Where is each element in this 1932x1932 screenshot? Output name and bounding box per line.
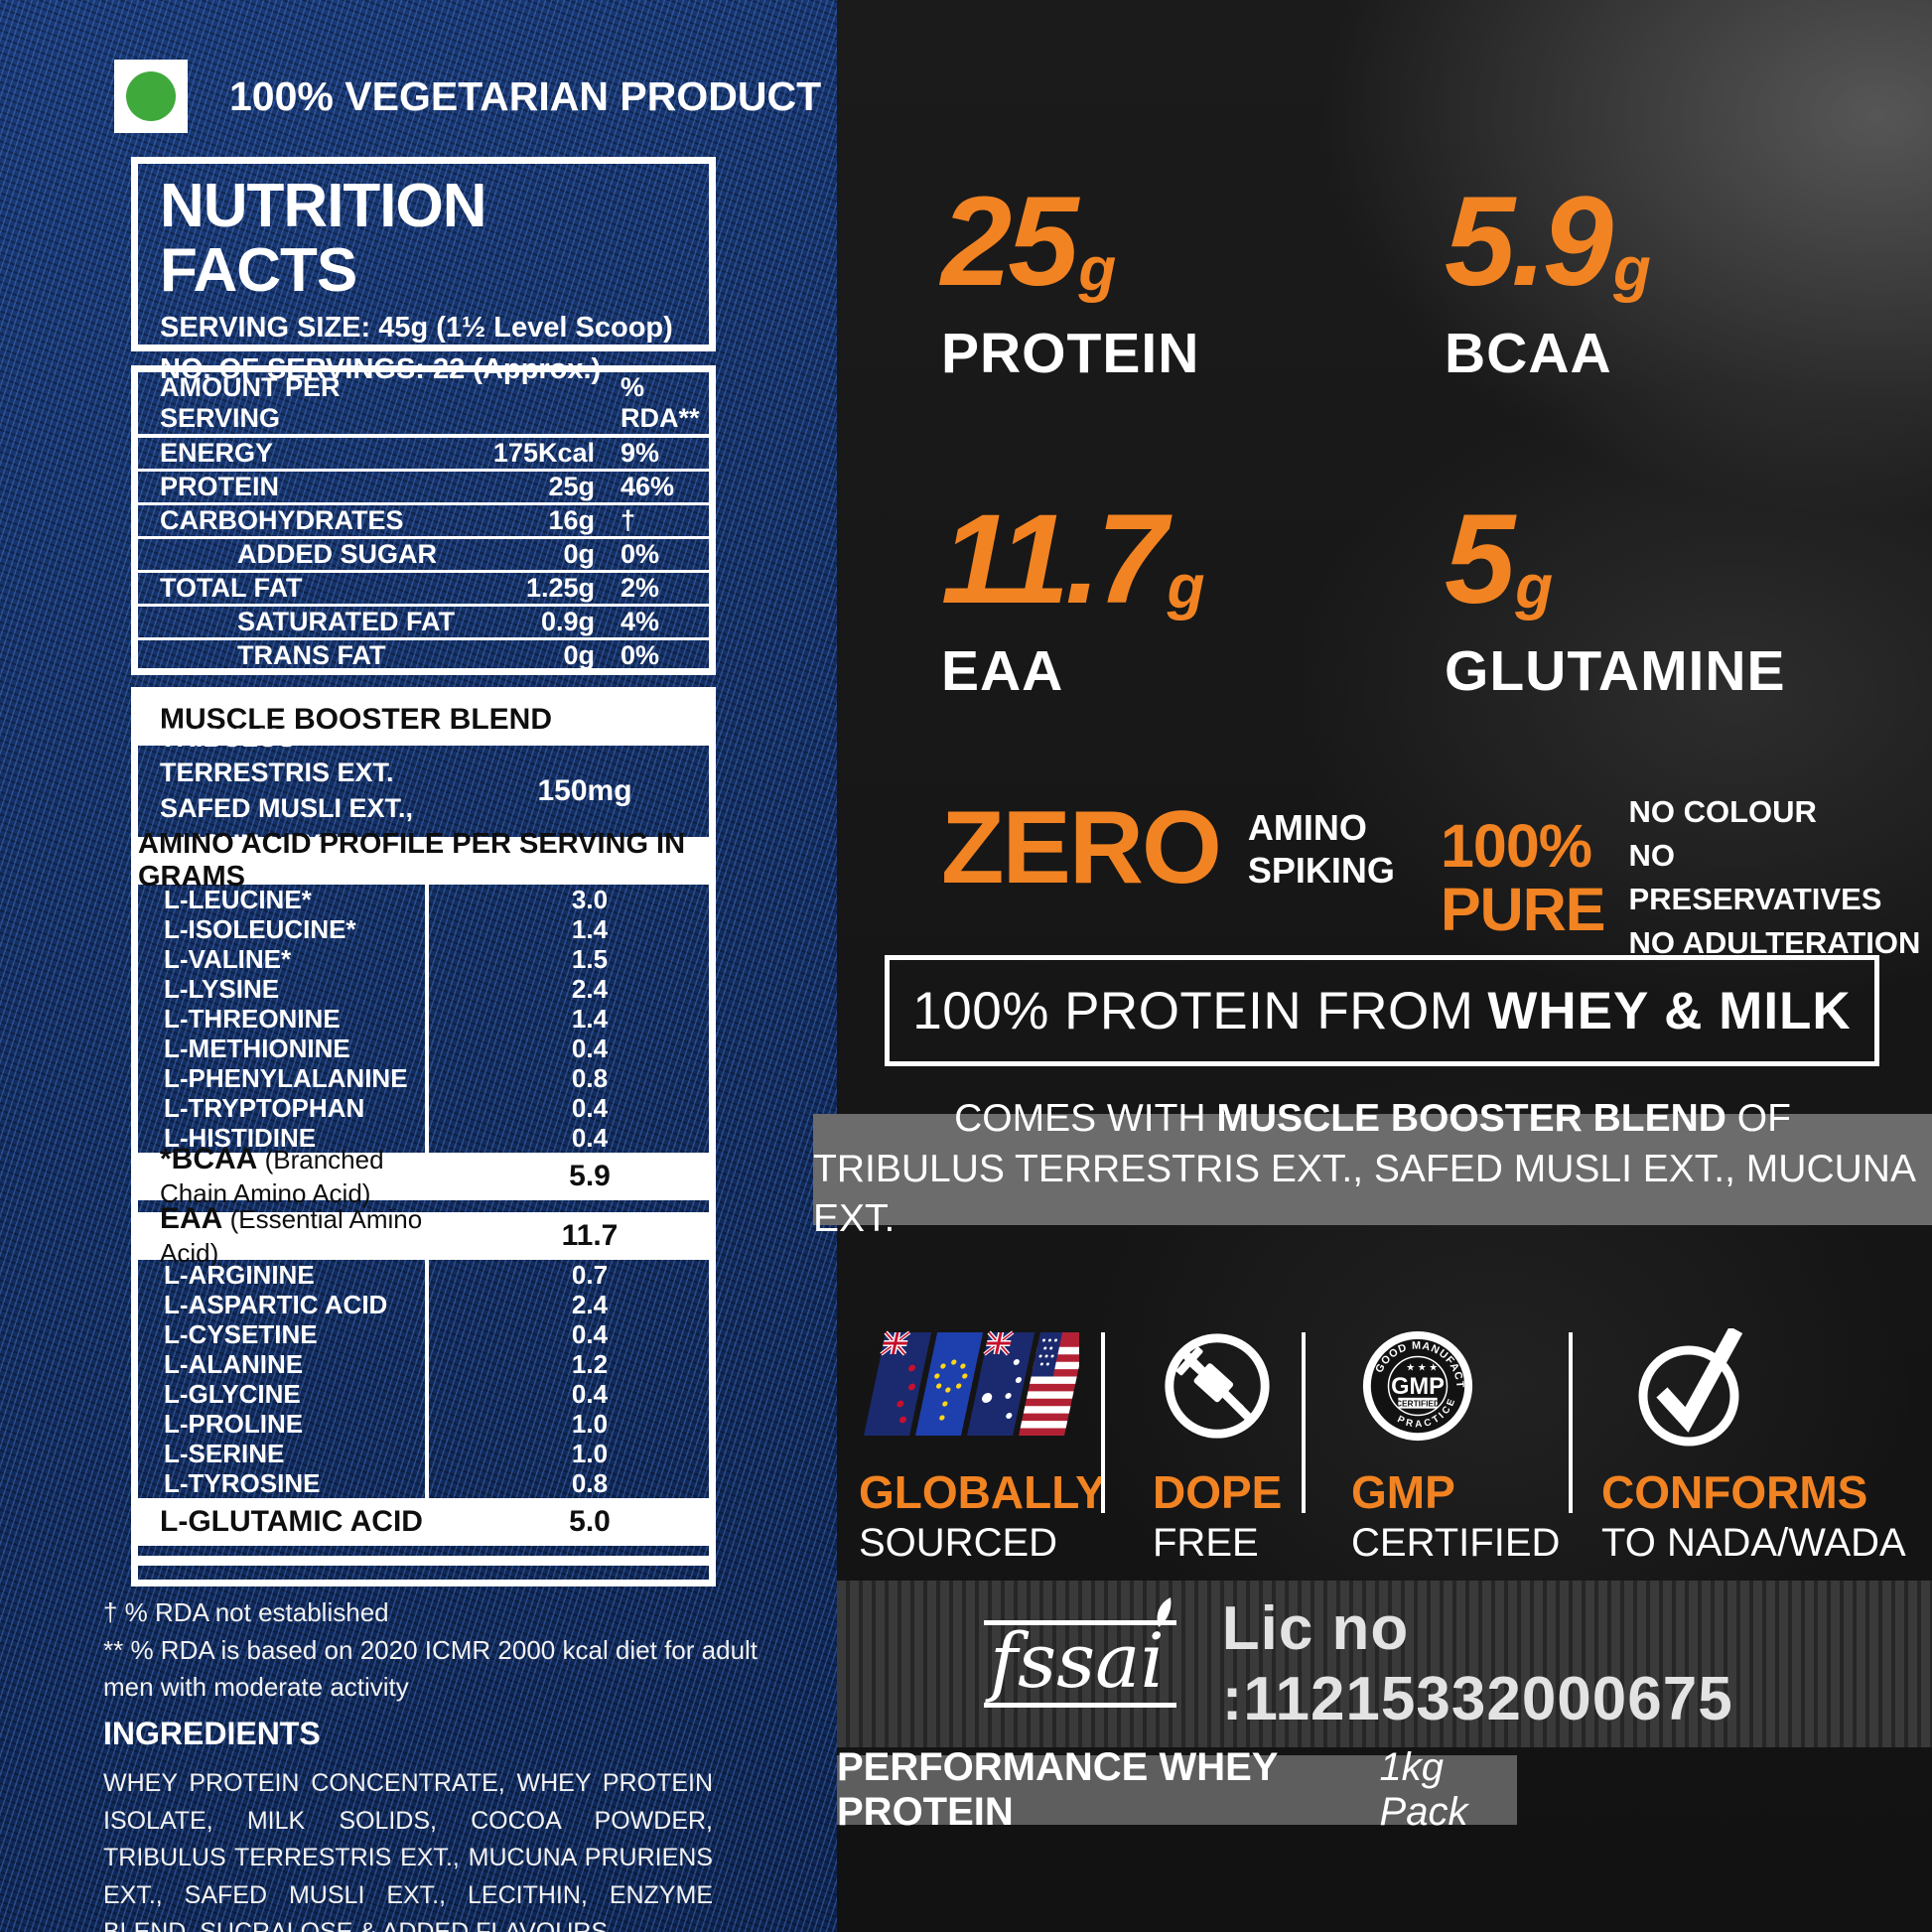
table-header: AMOUNT PER SERVING % RDA** xyxy=(138,372,709,438)
amino-profile-title: AMINO ACID PROFILE PER SERVING IN GRAMS xyxy=(138,828,709,893)
table-row: TOTAL FAT 1.25g 2% xyxy=(138,573,709,607)
muscle-booster-banner: COMES WITH MUSCLE BOOSTER BLEND OF TRIBU… xyxy=(813,1097,1932,1240)
stat-eaa: 11.7 g EAA xyxy=(941,488,1205,703)
amino-table-2: L-ARGININE 0.7 L-ASPARTIC ACID 2.4 L-CYSET… xyxy=(138,1260,709,1498)
table-row: TRANS FAT 0g 0% xyxy=(237,640,660,670)
flag-usa xyxy=(1019,1332,1079,1436)
amino-row: L-TYROSINE 0.8 xyxy=(164,1467,609,1498)
badge-dope-free: DOPE FREE xyxy=(1153,1328,1282,1563)
amino-row: L-ASPARTIC ACID 2.4 xyxy=(164,1289,609,1319)
badge-divider xyxy=(1302,1332,1306,1513)
ingredients-title: INGREDIENTS xyxy=(103,1716,321,1751)
table-row: SATURATED FAT 0.9g 4% xyxy=(138,607,709,640)
footnotes: † % RDA not established ** % RDA is base… xyxy=(103,1597,759,1703)
amino-row: L-GLYCINE 0.4 xyxy=(164,1378,609,1409)
badge-divider xyxy=(1101,1332,1105,1513)
gmp-seal-icon: GOOD MANUFACTURING PRACTICE ★ ★ ★ GMP CE… xyxy=(1359,1328,1560,1455)
amino-row: L-METHIONINE 0.4 xyxy=(164,1033,609,1063)
booster-blend-row: TRIBULUS TERRESTRIS EXT. SAFED MUSLI EXT… xyxy=(138,723,709,859)
amino-row: L-PROLINE 1.0 xyxy=(164,1408,609,1439)
whey-milk-banner: 100% PROTEIN FROM WHEY & MILK xyxy=(885,955,1879,1066)
table-row: ADDED SUGAR 0g 0% xyxy=(138,539,709,573)
amino-row: L-CYSETINE 0.4 xyxy=(164,1318,609,1349)
nutrition-facts-box: NUTRITION FACTS SERVING SIZE: 45g (1½ Le… xyxy=(131,157,716,385)
stat-protein: 25 g PROTEIN xyxy=(941,171,1200,385)
amino-row: L-SERINE 1.0 xyxy=(164,1438,609,1468)
eaa-total-row: EAA (Essential Amino Acid) 11.7 xyxy=(138,1202,709,1268)
fssai-leaf-icon xyxy=(1157,1596,1172,1627)
license-number: Lic no :11215332000675 xyxy=(1221,1594,1733,1733)
amino-box: MUSCLE BOOSTER BLEND TRIBULUS TERRESTRIS… xyxy=(131,687,716,1587)
svg-text:CERTIFIED: CERTIFIED xyxy=(1396,1399,1440,1409)
zero-amino-spiking: ZERO AMINO SPIKING xyxy=(941,790,1395,905)
fssai-bar: fssai Lic no :11215332000675 xyxy=(837,1581,1932,1747)
nutrition-title: NUTRITION FACTS xyxy=(160,172,487,306)
bcaa-total-row: *BCAA (Branched Chain Amino Acid) 5.9 xyxy=(138,1143,709,1208)
checkmark-icon xyxy=(1631,1328,1906,1455)
table-row: PROTEIN 25g 46% xyxy=(138,472,709,505)
serving-size: SERVING SIZE: 45g (1½ Level Scoop) xyxy=(160,312,673,345)
stat-bcaa: 5.9 g BCAA xyxy=(1445,171,1651,385)
badge-globally-sourced: GLOBALLY SOURCED xyxy=(859,1328,1106,1563)
pure-claims: 100% PURE NO COLOUR NO PRESERVATIVES NO … xyxy=(1441,794,1921,961)
muscle-booster-title: MUSCLE BOOSTER BLEND xyxy=(138,694,709,746)
amino-row: L-VALINE* 1.5 xyxy=(164,943,609,974)
amino-row: L-LYSINE 2.4 xyxy=(164,973,609,1004)
badge-gmp: GOOD MANUFACTURING PRACTICE ★ ★ ★ GMP CE… xyxy=(1351,1328,1560,1563)
amino-row: L-TRYPTOPHAN 0.4 xyxy=(164,1092,609,1123)
svg-text:GMP: GMP xyxy=(1391,1374,1445,1400)
veg-label: 100% VEGETARIAN PRODUCT xyxy=(229,72,822,119)
amino-row: L-ARGININE 0.7 xyxy=(164,1259,609,1290)
badge-divider xyxy=(1569,1332,1573,1513)
amino-row: L-LEUCINE* 3.0 xyxy=(164,884,609,914)
fssai-logo: fssai xyxy=(984,1596,1176,1709)
vegetarian-mark-icon xyxy=(114,60,188,133)
flag-eu xyxy=(915,1332,984,1436)
amino-row: L-ALANINE 1.2 xyxy=(164,1348,609,1379)
flag-nz xyxy=(864,1330,932,1436)
flag-australia xyxy=(967,1330,1035,1436)
denim-panel: 100% VEGETARIAN PRODUCT NUTRITION FACTS … xyxy=(0,0,837,1932)
amino-row: L-THREONINE 1.4 xyxy=(164,1003,609,1034)
ingredients-text: WHEY PROTEIN CONCENTRATE, WHEY PROTEIN I… xyxy=(103,1769,713,1932)
table-row: CARBOHYDRATES 16g † xyxy=(138,505,709,539)
amino-row: L-HISTIDINE 0.4 xyxy=(164,1122,609,1153)
amino-table-1: L-LEUCINE* 3.0 L-ISOLEUCINE* 1.4 L-VALINE*… xyxy=(138,885,709,1153)
table-row: ENERGY 175Kcal 9% xyxy=(138,438,709,472)
svg-text:★ ★ ★: ★ ★ ★ xyxy=(1406,1362,1438,1373)
nutrient-table: AMOUNT PER SERVING % RDA** ENERGY 175Kca… xyxy=(131,365,716,675)
flags-icon xyxy=(863,1328,1106,1455)
badge-conforms: CONFORMS TO NADA/WADA xyxy=(1601,1328,1906,1563)
dope-free-icon xyxy=(1159,1328,1282,1455)
veg-row: 100% VEGETARIAN PRODUCT xyxy=(114,60,821,133)
booster-amount: 150mg xyxy=(537,774,632,807)
glutamic-row: L-GLUTAMIC ACID 5.0 xyxy=(138,1498,709,1546)
product-footer: PERFORMANCE WHEY PROTEIN 1kg Pack xyxy=(837,1745,1517,1834)
amino-row: L-ISOLEUCINE* 1.4 xyxy=(164,913,609,944)
amino-row: L-PHENYLALANINE 0.8 xyxy=(164,1062,609,1093)
